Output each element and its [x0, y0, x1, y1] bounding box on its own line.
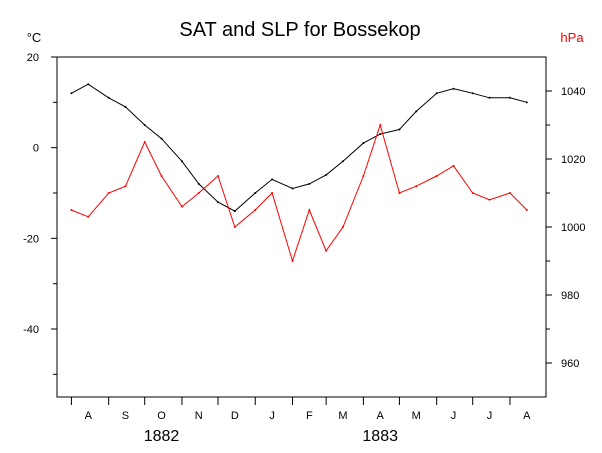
series-point-sat — [143, 124, 146, 126]
series-point-slp — [107, 192, 110, 194]
series-point-slp — [143, 141, 146, 143]
series-point-slp — [308, 209, 311, 211]
series-point-slp — [471, 192, 474, 194]
series-point-sat — [379, 133, 382, 136]
x-axis-month-label: S — [122, 410, 129, 422]
series-point-slp — [525, 209, 528, 211]
series-point-slp — [197, 192, 200, 194]
series-point-slp — [398, 192, 401, 194]
series-point-sat — [124, 105, 127, 108]
x-axis-month-label: F — [306, 410, 313, 422]
series-point-sat — [216, 201, 219, 204]
series-point-slp — [233, 226, 236, 228]
x-axis-month-label: D — [231, 410, 239, 422]
series-point-sat — [435, 92, 438, 95]
right-axis-tick-label: 960 — [561, 358, 579, 370]
series-point-sat — [415, 110, 418, 113]
series-point-sat — [271, 178, 274, 181]
x-axis-month-label: O — [157, 410, 166, 422]
series-point-sat — [452, 87, 455, 90]
chart-title: SAT and SLP for Bossekop — [179, 19, 420, 41]
series-point-sat — [471, 92, 474, 95]
series-point-slp — [87, 215, 90, 218]
series-point-sat — [362, 142, 365, 145]
series-point-sat — [488, 96, 491, 99]
x-axis-month-label: A — [377, 410, 385, 422]
x-axis-month-label: A — [85, 410, 93, 422]
series-point-slp — [435, 175, 438, 177]
series-point-sat — [508, 96, 511, 99]
x-axis-month-label: M — [412, 410, 421, 422]
series-point-slp — [291, 260, 294, 262]
left-axis-unit: °C — [27, 30, 42, 45]
right-axis-tick-label: 980 — [561, 290, 579, 302]
left-axis-tick-label: 0 — [33, 143, 39, 155]
x-axis-year-label: 1883 — [362, 428, 398, 445]
right-axis-unit: hPa — [560, 30, 584, 45]
series-point-sat — [180, 160, 183, 163]
series-point-sat — [254, 192, 257, 194]
series-point-slp — [508, 192, 511, 194]
series-point-slp — [271, 192, 274, 194]
series-point-slp — [452, 164, 455, 167]
series-point-sat — [341, 160, 344, 163]
series-point-slp — [254, 209, 257, 211]
series-point-sat — [87, 83, 90, 86]
x-axis-year-label: 1882 — [144, 428, 180, 445]
right-axis-tick-label: 1020 — [561, 154, 585, 166]
x-axis-month-label: J — [451, 410, 457, 422]
series-point-slp — [341, 226, 344, 228]
x-axis-month-label: J — [269, 410, 275, 422]
series-point-slp — [160, 175, 163, 177]
series-line-slp — [71, 123, 528, 263]
series-point-slp — [488, 198, 491, 201]
x-axis-month-label: N — [195, 410, 203, 422]
series-point-slp — [70, 209, 73, 211]
x-axis-month-label: J — [487, 410, 493, 422]
series-point-slp — [325, 249, 328, 252]
left-axis-tick-label: -20 — [23, 233, 39, 245]
x-axis-month-label: M — [338, 410, 347, 422]
series-point-sat — [70, 92, 73, 95]
series-point-sat — [398, 128, 401, 131]
ticks-layer — [51, 56, 552, 405]
series-point-sat — [308, 182, 311, 185]
series-line-sat — [71, 83, 527, 212]
series-point-slp — [379, 124, 382, 126]
series-point-slp — [415, 185, 418, 188]
series-point-sat — [233, 210, 236, 213]
left-axis-tick-label: -40 — [23, 324, 39, 336]
right-axis-tick-label: 1000 — [561, 222, 585, 234]
series-point-slp — [362, 175, 365, 177]
series-point-sat — [107, 96, 110, 99]
left-axis-tick-label: 20 — [27, 52, 39, 64]
x-axis-month-label: A — [523, 410, 531, 422]
series-point-slp — [124, 185, 127, 188]
series-point-slp — [216, 175, 219, 177]
series-point-sat — [525, 101, 528, 104]
labels-layer: 20 0 -20 -40 1040 1020 1000 980 960 A S O N D J F M A M J J A… — [23, 52, 585, 445]
series-point-sat — [197, 182, 200, 185]
series-point-sat — [325, 173, 328, 176]
series-point-sat — [291, 187, 294, 190]
series-layer — [70, 83, 528, 263]
right-axis-tick-label: 1040 — [561, 86, 585, 98]
plot-frame — [56, 56, 547, 398]
series-point-slp — [180, 205, 183, 208]
series-point-sat — [160, 137, 163, 140]
